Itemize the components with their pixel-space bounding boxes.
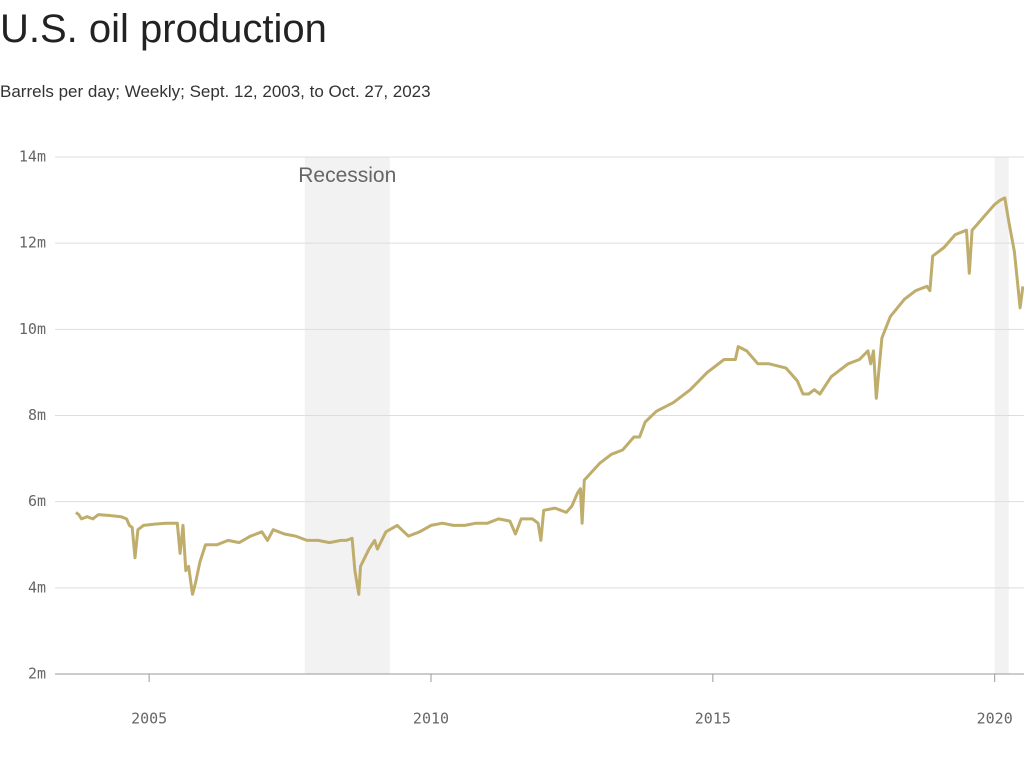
x-tick-label: 2005 xyxy=(131,710,167,728)
x-tick-label: 2020 xyxy=(977,710,1013,728)
data-line xyxy=(74,196,1024,596)
region-label: Recession xyxy=(298,164,396,187)
x-tick-label: 2015 xyxy=(695,710,731,728)
chart-subtitle: Barrels per day; Weekly; Sept. 12, 2003,… xyxy=(0,82,431,101)
y-tick-label: 10m xyxy=(19,320,46,338)
chart-title: U.S. oil production xyxy=(0,7,327,51)
y-tick-label: 2m xyxy=(28,665,46,683)
x-tick-label: 2010 xyxy=(413,710,449,728)
y-tick-label: 12m xyxy=(19,234,46,252)
y-tick-label: 14m xyxy=(19,148,46,166)
y-tick-label: 6m xyxy=(28,492,46,510)
y-tick-label: 8m xyxy=(28,406,46,424)
y-tick-label: 4m xyxy=(28,578,46,596)
